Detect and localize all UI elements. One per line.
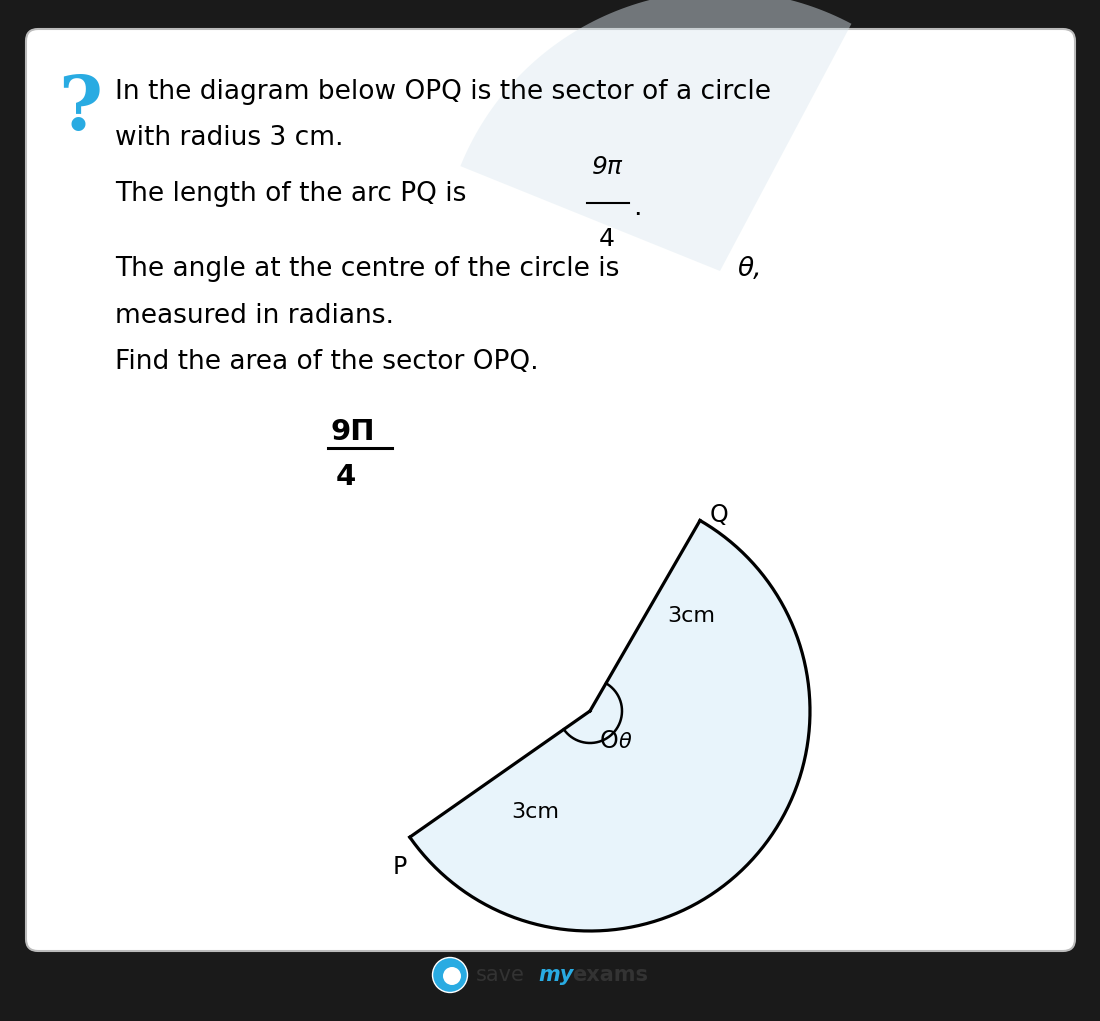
FancyBboxPatch shape [26,29,1075,951]
Text: 3cm: 3cm [510,803,559,822]
Text: The angle at the centre of the circle is: The angle at the centre of the circle is [116,256,628,282]
Text: Q: Q [710,503,728,528]
Text: ?: ? [58,72,102,146]
Polygon shape [410,521,810,931]
Text: 9Π: 9Π [330,418,374,446]
Text: exams: exams [572,965,648,984]
Text: 9π: 9π [592,155,623,179]
Text: save: save [476,965,525,984]
Text: measured in radians.: measured in radians. [116,303,394,329]
Circle shape [443,967,461,985]
Text: θ,: θ, [737,256,761,282]
Text: In the diagram below OPQ is the sector of a circle: In the diagram below OPQ is the sector o… [116,79,771,105]
Circle shape [432,958,468,992]
Text: P: P [393,856,407,879]
Text: θ: θ [618,732,631,752]
Text: 3cm: 3cm [667,605,715,626]
Polygon shape [461,0,851,271]
Text: Find the area of the sector OPQ.: Find the area of the sector OPQ. [116,349,539,375]
Text: O: O [600,729,618,753]
Text: The length of the arc PQ is: The length of the arc PQ is [116,181,475,207]
Text: 4: 4 [336,463,356,491]
Text: with radius 3 cm.: with radius 3 cm. [116,125,343,151]
Text: .: . [632,195,641,221]
Text: my: my [538,965,573,984]
Text: 4: 4 [600,227,615,251]
